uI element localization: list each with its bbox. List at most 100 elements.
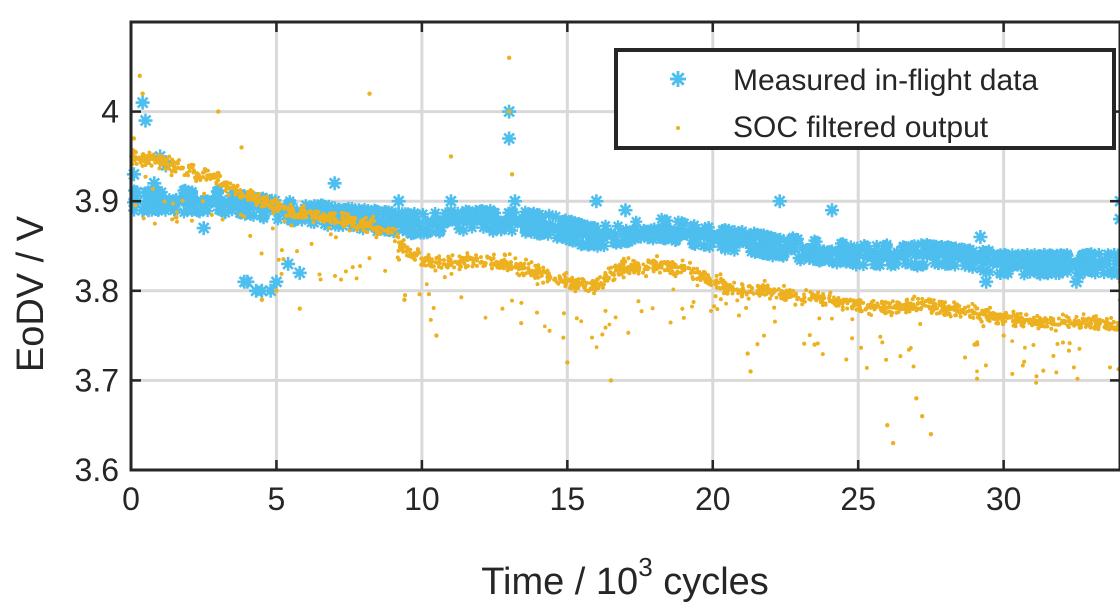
measured-point (563, 234, 575, 246)
filtered-point (393, 239, 397, 243)
measured-point (709, 230, 721, 242)
filtered-point (210, 213, 214, 217)
measured-point (884, 251, 896, 263)
measured-point (560, 214, 572, 226)
filtered-point (175, 220, 179, 224)
measured-point (879, 240, 891, 252)
filtered-point (175, 210, 179, 214)
measured-point (1037, 266, 1049, 278)
filtered-point (248, 234, 252, 238)
measured-point (616, 228, 628, 240)
measured-point (598, 228, 610, 240)
measured-point (821, 248, 833, 260)
filtered-point (319, 278, 323, 282)
filtered-point (236, 184, 240, 188)
filtered-point (374, 235, 378, 239)
measured-point (502, 132, 516, 146)
filtered-point (975, 370, 979, 374)
filtered-point (756, 342, 760, 346)
measured-point (862, 250, 874, 262)
measured-point (181, 205, 193, 217)
filtered-point (1105, 317, 1109, 321)
measured-point (528, 207, 540, 219)
measured-point (917, 260, 929, 272)
filtered-point (714, 294, 718, 298)
filtered-point (975, 377, 979, 381)
measured-point (392, 194, 406, 208)
measured-point (619, 203, 633, 217)
filtered-point (604, 326, 608, 330)
measured-point (734, 237, 746, 249)
measured-point (897, 240, 909, 252)
measured-point (678, 217, 690, 229)
filtered-point (1010, 339, 1014, 343)
measured-point (444, 194, 458, 208)
measured-point (197, 221, 211, 235)
filtered-point (967, 305, 971, 309)
filtered-point (724, 302, 728, 306)
measured-point (642, 225, 654, 237)
filtered-point (732, 281, 736, 285)
filtered-point (899, 307, 903, 311)
filtered-point (849, 299, 853, 303)
measured-point (508, 194, 522, 208)
measured-point (589, 194, 603, 208)
filtered-point (1082, 312, 1086, 316)
measured-point (905, 259, 917, 271)
measured-point (423, 226, 435, 238)
filtered-point (202, 192, 206, 196)
filtered-point (277, 258, 281, 262)
filtered-point (484, 316, 488, 320)
measured-point (704, 241, 716, 253)
filtered-point (715, 286, 719, 290)
filtered-point (692, 300, 696, 304)
filtered-point (1067, 325, 1071, 329)
filtered-point (690, 305, 694, 309)
filtered-point (775, 296, 779, 300)
filtered-point (696, 284, 700, 288)
filtered-point (425, 282, 429, 286)
measured-point (1055, 248, 1067, 260)
filtered-point (671, 288, 675, 292)
filtered-point (959, 315, 963, 319)
filtered-point (312, 221, 316, 225)
measured-point (982, 246, 994, 258)
filtered-point (575, 316, 579, 320)
filtered-point (899, 354, 903, 358)
measured-point (584, 239, 596, 251)
filtered-point (971, 302, 975, 306)
filtered-point (695, 267, 699, 271)
filtered-point (637, 272, 641, 276)
measured-point (415, 228, 427, 240)
measured-point (825, 203, 839, 217)
measured-point (722, 243, 734, 255)
measured-point (139, 114, 153, 128)
measured-point (194, 206, 206, 218)
filtered-point (695, 277, 699, 281)
filtered-point (280, 272, 284, 276)
filtered-point (536, 282, 540, 286)
measured-point (504, 215, 516, 227)
measured-point (628, 233, 640, 245)
filtered-point (884, 358, 888, 362)
measured-point (1024, 257, 1036, 269)
filtered-point (669, 321, 673, 325)
filtered-point (151, 187, 155, 191)
filtered-point (963, 356, 967, 360)
measured-point (219, 206, 231, 218)
filtered-point (365, 230, 369, 234)
measured-point (700, 229, 712, 241)
measured-point (328, 176, 342, 190)
filtered-point (830, 317, 834, 321)
filtered-point (427, 292, 431, 296)
filtered-point (485, 255, 489, 259)
measured-point (438, 218, 450, 230)
measured-point (142, 203, 156, 217)
measured-point (269, 275, 283, 289)
filtered-point (920, 297, 924, 301)
measured-point (1069, 275, 1083, 289)
measured-point (136, 96, 150, 110)
measured-point (477, 211, 489, 223)
measured-point (127, 167, 141, 181)
